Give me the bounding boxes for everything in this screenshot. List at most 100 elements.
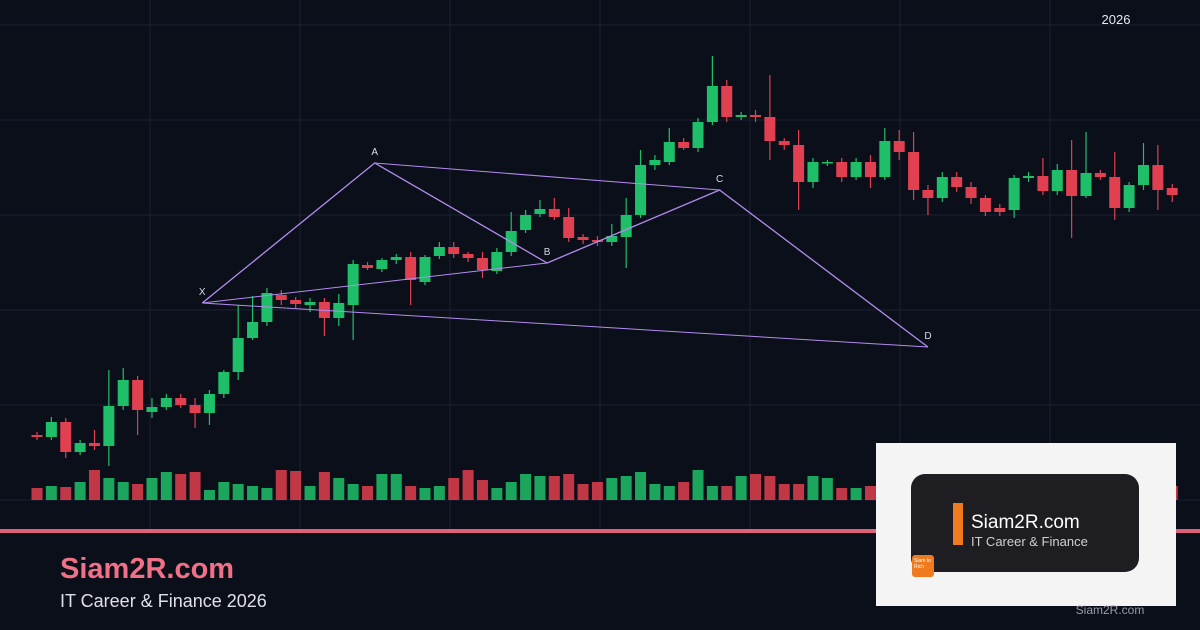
volume-bar [577,484,589,500]
candle-body [663,142,675,162]
volume-bar [275,470,287,500]
volume-bar [31,488,43,500]
volume-bar [362,486,374,500]
candle-body [750,115,761,117]
brand-subtitle: IT Career & Finance 2026 [60,591,267,611]
pattern-line [202,302,928,348]
candle-body [821,162,833,164]
candle-body [577,237,589,240]
volume-bar [591,482,603,500]
candle-body [347,264,359,305]
pattern-label: D [924,331,931,342]
volume-bar [807,476,819,500]
card: Siam2R.com IT Career & Finance Siam to R… [876,443,1176,606]
candle-body [563,217,575,238]
candle-body [979,198,991,212]
volume-bar [821,478,833,500]
candle-body [405,257,417,280]
candle-body [1008,178,1020,210]
candle-body [1166,188,1178,195]
card-panel [911,474,1139,572]
candle-body [376,260,388,269]
pattern-label: B [544,247,551,258]
candle-body [893,141,905,152]
candle-body [74,443,86,452]
volume-bar [88,470,100,500]
volume-bar [304,486,316,500]
volume-bar [850,488,862,500]
volume-bar [520,474,532,500]
candle-body [994,208,1006,212]
candle-body [290,300,302,304]
candle-body [721,86,733,117]
candle-body [1023,176,1035,178]
candle-body [448,247,460,254]
pattern-line [202,262,548,304]
volume-bar [132,484,144,500]
volume-bar [203,490,215,500]
candle-body [764,117,776,141]
candle-body [304,302,316,305]
candle-body [88,443,100,446]
volume-bar [419,488,431,500]
volume-bar [290,471,302,500]
volume-bar [534,476,546,500]
candle-body [908,152,920,190]
candle-body [836,162,848,177]
volume-bar [764,476,776,500]
candle-body [275,295,287,300]
year: 2026 [1102,12,1131,27]
volume-bar [606,478,618,500]
candle-body [333,303,345,318]
card-subtitle: IT Career & Finance [971,534,1088,549]
candle-body [433,247,445,256]
card-logo-text: Siam to Rich [914,558,931,570]
candle-body [146,407,158,412]
candle-body [706,86,718,122]
pattern-label: C [716,174,723,185]
watermark: Siam2R.com [1076,603,1145,617]
volume-bar [347,484,359,500]
candle-body [462,254,474,258]
volume-bar [448,478,460,500]
volume-bar [103,478,115,500]
volume-bar [318,472,330,500]
candle-body [1152,165,1164,190]
volume-bar [462,470,474,500]
candle-body [850,162,862,177]
candle-body [132,380,144,410]
volume-bar [491,488,503,500]
volume-bar [376,474,388,500]
candle-body [635,165,647,215]
volume-bar [678,482,690,500]
volume-bar [548,476,560,500]
candle-body [778,141,790,145]
candle-body [476,258,488,270]
volume-bar [261,488,273,500]
candle-body [936,177,948,198]
volume-bar [60,487,72,500]
candle-body [1123,185,1135,208]
volume-bar [189,472,201,500]
volume-bar [735,476,747,500]
volume-bar [663,486,675,500]
volume-bar [649,484,661,500]
volume-bar [864,486,876,500]
volume-bar [635,472,647,500]
candle-body [390,257,402,260]
volume-bar [74,482,86,500]
candle-body [951,177,963,187]
candle-body [1094,173,1106,177]
candle-body [1137,165,1149,185]
candle-body [1109,177,1121,208]
candle-body [692,122,704,148]
volume-bar [563,474,575,500]
candle-body [117,380,129,406]
volume-bar [333,478,345,500]
candle-body [218,372,230,394]
candle-body [678,142,690,148]
volume-bar [146,478,158,500]
volume-bar [750,474,761,500]
volume-bar [505,482,517,500]
